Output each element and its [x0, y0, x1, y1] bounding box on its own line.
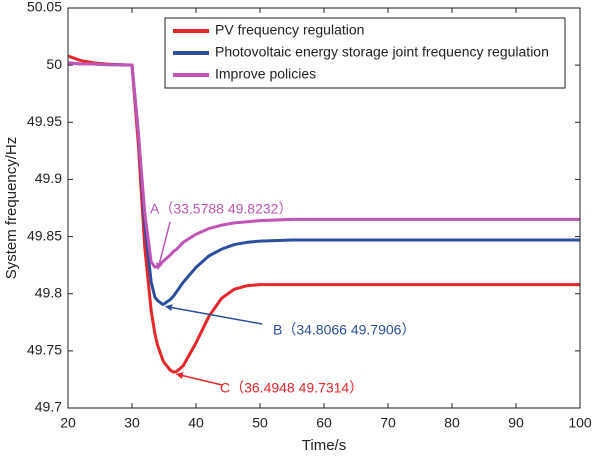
annotation: C（36.4948 49.7314）	[220, 380, 363, 396]
plot-frame	[67, 7, 581, 409]
x-tick-label: 70	[380, 415, 396, 431]
x-tick-label: 90	[508, 415, 524, 431]
annotation: A（33.5788 49.8232）	[150, 201, 292, 217]
y-tick-label: 49.8	[35, 284, 62, 300]
y-tick-label: 50.05	[27, 0, 62, 15]
y-tick-label: 49.7	[35, 399, 62, 415]
y-tick-label: 50	[46, 56, 62, 72]
x-tick-label: 100	[568, 415, 592, 431]
y-tick-label: 49.95	[27, 113, 62, 129]
annotation-arrow	[175, 372, 223, 386]
x-tick-label: 30	[124, 415, 140, 431]
annotation: B（34.8066 49.7906）	[273, 322, 415, 338]
legend-label: Photovoltaic energy storage joint freque…	[215, 44, 549, 60]
y-axis-label: System frequency/Hz	[3, 137, 20, 280]
y-tick-label: 49.85	[27, 227, 62, 243]
x-axis-label: Time/s	[302, 437, 346, 454]
x-tick-label: 80	[444, 415, 460, 431]
annotation-arrow	[156, 221, 171, 270]
legend-label: PV frequency regulation	[215, 22, 364, 38]
y-tick-label: 49.9	[35, 170, 62, 186]
x-tick-label: 60	[316, 415, 332, 431]
annotation-arrow	[165, 304, 263, 325]
legend-box	[164, 17, 566, 89]
y-tick-label: 49.75	[27, 342, 62, 358]
x-tick-label: 20	[60, 415, 76, 431]
legend-label: Improve policies	[215, 66, 316, 82]
series-line	[67, 61, 580, 306]
x-tick-label: 50	[252, 415, 268, 431]
x-tick-label: 40	[188, 415, 204, 431]
series-line	[67, 61, 580, 269]
